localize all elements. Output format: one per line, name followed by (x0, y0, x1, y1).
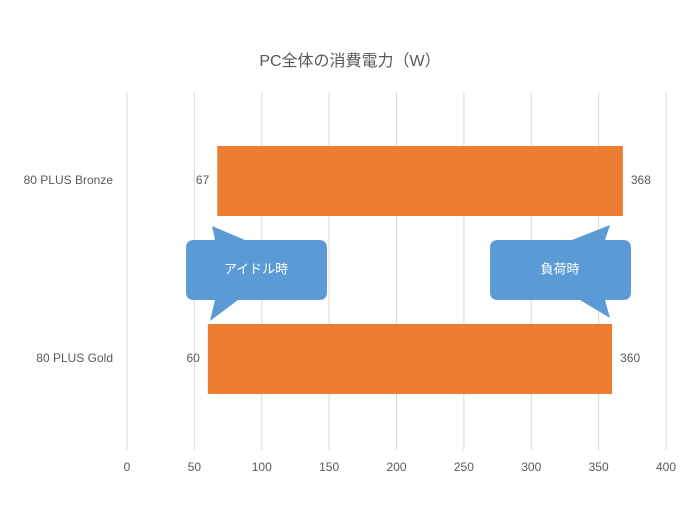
value-label: 67 (196, 173, 210, 187)
callout-load (490, 225, 631, 318)
x-tick-label: 200 (386, 460, 406, 474)
x-tick-label: 250 (454, 460, 474, 474)
x-tick-label: 50 (188, 460, 202, 474)
value-label: 60 (186, 351, 200, 365)
bar (207, 324, 613, 394)
y-tick-label: 80 PLUS Gold (36, 351, 113, 365)
x-tick-label: 300 (521, 460, 541, 474)
x-tick-label: 400 (656, 460, 676, 474)
y-tick-label: 80 PLUS Bronze (24, 173, 114, 187)
chart-title: PC全体の消費電力（W） (259, 52, 440, 70)
x-tick-label: 150 (319, 460, 339, 474)
bar (217, 146, 623, 216)
bars (207, 146, 623, 394)
callout-idle (186, 226, 327, 321)
x-tick-label: 100 (252, 460, 272, 474)
value-label: 368 (631, 173, 651, 187)
annotation: 負荷時 (540, 261, 579, 276)
annotation: アイドル時 (224, 261, 288, 276)
value-label: 360 (620, 351, 640, 365)
x-tick-label: 350 (589, 460, 609, 474)
x-tick-label: 0 (124, 460, 131, 474)
